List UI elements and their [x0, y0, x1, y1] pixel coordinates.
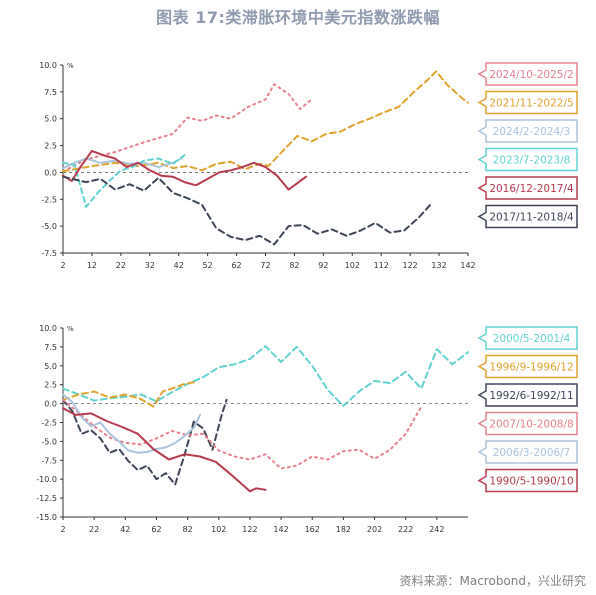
bottom-x-tick-label: 102 — [211, 525, 226, 534]
bottom-y-tick-label: -15.0 — [36, 513, 57, 522]
top-x-tick-label: 52 — [203, 261, 213, 270]
top-series-line-1 — [62, 70, 469, 173]
top-x-tick-label: 112 — [374, 261, 389, 270]
top-y-tick-label: 5.0 — [44, 115, 57, 124]
top-x-tick-label: 102 — [345, 261, 360, 270]
bottom-x-tick-label: 202 — [367, 525, 382, 534]
bottom-legend-box-4 — [477, 440, 578, 464]
bottom-x-tick-label: 42 — [120, 525, 130, 534]
top-legend-box-5 — [477, 204, 578, 229]
top-x-tick-label: 12 — [87, 261, 97, 270]
bottom-y-tick-label: 2.5 — [44, 381, 57, 390]
bottom-y-tick-label: -2.5 — [41, 419, 57, 428]
top-legend-label-2: 2024/2-2024/3 — [493, 126, 571, 138]
top-legend-label-3: 2023/7-2023/8 — [493, 155, 571, 167]
bottom-legend-box-1 — [477, 354, 578, 379]
top-x-tick-label: 42 — [174, 261, 184, 270]
top-x-tick-label: 32 — [145, 261, 155, 270]
bottom-x-tick-label: 82 — [183, 525, 193, 534]
bottom-series-line-1 — [62, 380, 198, 408]
top-y-tick-label: 10.0 — [39, 61, 57, 70]
bottom-legend-box-0 — [477, 326, 578, 350]
top-series-line-3 — [62, 154, 186, 208]
bottom-x-tick-label: 22 — [89, 525, 99, 534]
bottom-y-tick-label: 5.0 — [44, 362, 57, 371]
top-legend-box-0 — [477, 62, 578, 86]
top-legend-box-2 — [477, 119, 578, 143]
bottom-x-tick-label: 62 — [151, 525, 161, 534]
bottom-legend-box-5 — [477, 468, 578, 493]
bottom-x-tick-label: 182 — [336, 525, 351, 534]
top-x-tick-label: 62 — [231, 261, 241, 270]
bottom-x-tick-label: 242 — [429, 525, 444, 534]
top-y-tick-label: 0.0 — [44, 168, 57, 177]
bottom-legend-box-3 — [477, 411, 578, 436]
bottom-y-tick-label: -10.0 — [36, 475, 57, 484]
bottom-x-tick-label: 142 — [273, 525, 288, 534]
bottom-x-tick-label: 2 — [60, 525, 65, 534]
top-y-tick-label: -2.5 — [41, 195, 57, 204]
top-series-line-5 — [62, 175, 432, 246]
top-series-line-0 — [62, 83, 313, 173]
bottom-x-tick-label: 122 — [242, 525, 257, 534]
bottom-y-tick-label: -12.5 — [36, 494, 57, 503]
top-legend-box-4 — [477, 176, 578, 200]
bottom-series-line-5 — [62, 407, 267, 493]
top-y-tick-label: -5.0 — [41, 222, 57, 231]
bottom-unit-label: % — [67, 325, 74, 333]
source-note: 资料来源：Macrobond，兴业研究 — [399, 574, 587, 588]
bottom-legend-label-4: 2006/3-2006/7 — [493, 447, 571, 459]
bottom-y-tick-label: 0.0 — [44, 400, 57, 409]
bottom-legend-label-1: 1996/9-1996/12 — [489, 362, 573, 374]
bottom-y-tick-label: 10.0 — [39, 324, 57, 333]
top-x-tick-label: 82 — [289, 261, 299, 270]
top-unit-label: % — [67, 62, 74, 70]
bottom-x-tick-label: 222 — [398, 525, 413, 534]
bottom-legend-box-2 — [477, 383, 578, 407]
top-series-line-2 — [62, 157, 183, 170]
bottom-legend-label-5: 1990/5-1990/10 — [489, 476, 573, 488]
bottom-y-tick-label: -7.5 — [41, 456, 57, 465]
top-y-tick-label: -7.5 — [41, 249, 57, 258]
bottom-series-line-3 — [62, 398, 423, 470]
bottom-legend-label-2: 1992/6-1992/11 — [489, 390, 573, 402]
top-legend-box-3 — [477, 147, 578, 172]
top-x-tick-label: 122 — [403, 261, 418, 270]
chart-title: 图表 17:类滞胀环境中美元指数涨跌幅 — [156, 8, 440, 27]
top-x-tick-label: 132 — [431, 261, 446, 270]
top-x-tick-label: 92 — [318, 261, 328, 270]
top-y-tick-label: 7.5 — [44, 88, 57, 97]
top-x-tick-label: 22 — [116, 261, 126, 270]
top-legend-label-5: 2017/11-2018/4 — [489, 212, 574, 224]
top-y-tick-label: 2.5 — [44, 142, 57, 151]
bottom-legend-label-0: 2000/5-2001/4 — [493, 333, 571, 345]
top-x-tick-label: 72 — [260, 261, 270, 270]
bottom-series-line-4 — [62, 393, 202, 454]
top-legend-label-0: 2024/10-2025/2 — [489, 69, 573, 81]
bottom-x-tick-label: 162 — [305, 525, 320, 534]
bottom-y-tick-label: 7.5 — [44, 343, 57, 352]
top-legend-label-4: 2016/12-2017/4 — [489, 183, 574, 195]
top-series-line-4 — [62, 149, 307, 191]
bottom-legend-label-3: 2007/10-2008/8 — [489, 419, 573, 431]
top-legend-label-1: 2021/11-2022/5 — [489, 98, 573, 110]
top-x-tick-label: 142 — [460, 261, 475, 270]
bottom-series-line-2 — [62, 398, 228, 486]
bottom-series-line-0 — [62, 345, 469, 407]
top-legend-box-1 — [477, 90, 578, 115]
top-x-tick-label: 2 — [60, 261, 65, 270]
bottom-y-tick-label: -5.0 — [41, 437, 57, 446]
